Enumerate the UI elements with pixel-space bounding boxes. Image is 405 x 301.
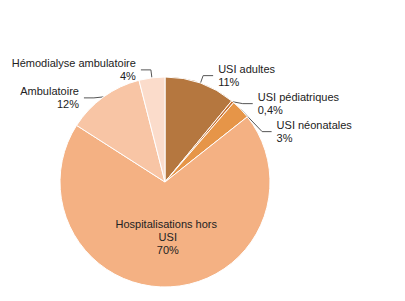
svg-text:USI néonatales: USI néonatales (277, 119, 353, 131)
svg-text:70%: 70% (157, 244, 179, 256)
svg-text:0,4%: 0,4% (258, 104, 283, 116)
svg-text:11%: 11% (218, 76, 239, 88)
svg-text:Hémodialyse ambulatoire: Hémodialyse ambulatoire (12, 57, 136, 69)
svg-text:12%: 12% (57, 98, 79, 110)
svg-text:USI adultes: USI adultes (218, 63, 275, 75)
svg-text:4%: 4% (120, 70, 136, 82)
svg-text:Hospitalisations hors: Hospitalisations hors (115, 218, 220, 230)
svg-text:USI: USI (159, 231, 177, 243)
svg-text:Ambulatoire: Ambulatoire (20, 85, 79, 97)
svg-text:USI pédiatriques: USI pédiatriques (258, 91, 340, 103)
svg-text:3%: 3% (277, 132, 293, 144)
